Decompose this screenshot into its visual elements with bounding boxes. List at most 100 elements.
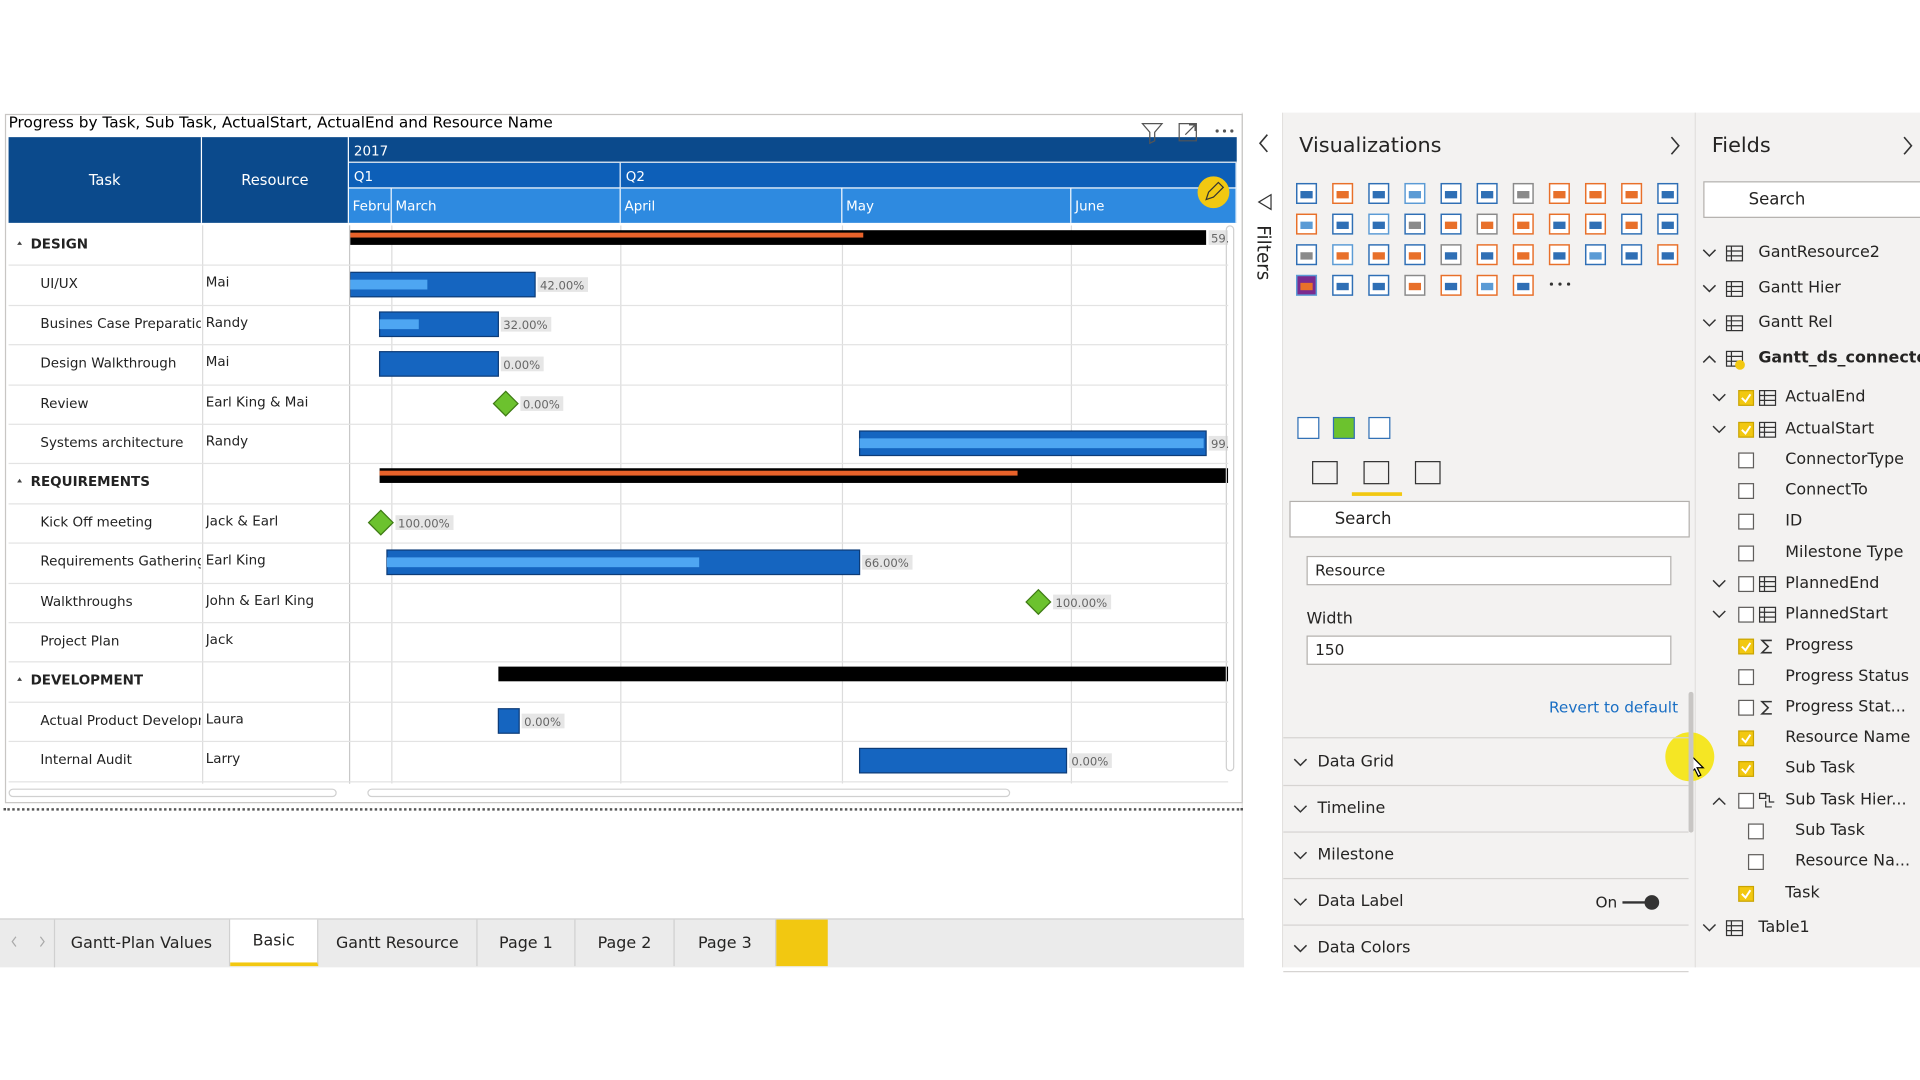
group-task: REQUIREMENTS <box>30 474 150 491</box>
field-name[interactable]: Progress Status <box>1785 667 1910 686</box>
section-header[interactable]: Data Label <box>1317 892 1404 912</box>
field-name[interactable]: Milestone Type <box>1785 543 1904 563</box>
field-name[interactable]: Sub Task Hier... <box>1785 791 1907 810</box>
search-box[interactable] <box>1703 181 1920 218</box>
task-bar <box>497 708 520 734</box>
task-name: Project Plan <box>40 633 120 649</box>
collapse-marker <box>17 241 23 245</box>
field-name[interactable]: ConnectTo <box>1785 481 1868 500</box>
timeline-quarter: Q1 <box>348 162 621 189</box>
revert-link[interactable]: Revert to default <box>1548 697 1679 717</box>
resource-name: Randy <box>205 433 249 450</box>
resource-name: Earl King <box>205 552 266 569</box>
page-tab[interactable]: Gantt Resource <box>318 919 478 967</box>
group-task: DEVELOPMENT <box>30 672 144 689</box>
text-input[interactable] <box>1306 635 1672 665</box>
progress-label: 0.00% <box>523 397 560 411</box>
pane-title: Fields <box>1711 133 1771 158</box>
field-name[interactable]: Gantt_ds_connector <box>1758 348 1920 368</box>
label-bg <box>500 356 544 372</box>
progress-label: 66.00% <box>864 556 908 570</box>
scrollbar <box>1225 225 1235 772</box>
page-tab[interactable]: Page 2 <box>576 919 675 967</box>
label-bg <box>395 515 454 530</box>
scrollbar <box>1688 691 1694 833</box>
scrollbar <box>8 788 337 798</box>
timeline-quarter: Q2 <box>620 162 1237 189</box>
toggle-label: On <box>1595 892 1618 912</box>
row-divider <box>8 622 1229 624</box>
task-bar <box>858 747 1068 774</box>
page-tab[interactable]: Page 1 <box>478 919 576 967</box>
visual-title: Progress by Task, Sub Task, ActualStart,… <box>8 112 553 132</box>
tab-bar <box>0 918 1245 968</box>
text-input[interactable] <box>1306 555 1672 586</box>
task-name: Walkthroughs <box>40 593 133 610</box>
search-placeholder: Search <box>1334 509 1392 529</box>
field-name[interactable]: PlannedEnd <box>1785 574 1880 593</box>
label-bg <box>862 554 913 570</box>
section-header[interactable]: Milestone <box>1317 846 1395 865</box>
add-page[interactable] <box>776 919 828 967</box>
label-bg <box>1208 230 1229 245</box>
field-name[interactable]: GantResource2 <box>1758 243 1880 263</box>
row-divider <box>8 423 1229 425</box>
group-task: DESIGN <box>30 236 89 253</box>
field-name[interactable]: Progress <box>1785 636 1854 656</box>
column-header: Task <box>8 137 203 223</box>
section-divider <box>1283 831 1689 833</box>
label-bg <box>500 316 552 332</box>
search-placeholder: Search <box>1748 189 1806 210</box>
task-progress <box>386 557 700 568</box>
resource-name: Laura <box>205 711 244 728</box>
page-tab[interactable]: Gantt-Plan Values <box>54 919 231 967</box>
field-name[interactable]: Gantt Rel <box>1758 313 1833 332</box>
field-name[interactable]: Sub Task <box>1785 759 1856 778</box>
timeline-month: March <box>391 188 621 223</box>
timeline-month: Febru <box>348 188 392 223</box>
task-name: Review <box>40 395 89 411</box>
task-name: UI/UX <box>40 275 78 292</box>
page-tab[interactable]: Basic <box>230 919 319 967</box>
row-divider <box>8 542 1229 544</box>
section-header[interactable]: Data Grid <box>1317 753 1395 772</box>
milestone <box>492 390 519 417</box>
field-name[interactable]: PlannedStart <box>1785 604 1889 624</box>
row-divider <box>8 741 1229 743</box>
filters-label: Filters <box>1252 225 1275 281</box>
milestone <box>367 509 394 536</box>
field-name[interactable]: Resource Na... <box>1795 852 1911 871</box>
field-name[interactable]: Progress Stat... <box>1785 697 1906 717</box>
progress-label: 100.00% <box>398 517 450 531</box>
page-tab[interactable]: Page 3 <box>675 919 777 967</box>
field-name[interactable]: Task <box>1785 884 1820 903</box>
row-divider <box>8 582 1229 584</box>
section-divider <box>1283 784 1689 787</box>
visualizations-pane <box>1283 112 1696 968</box>
progress-label: 42.00% <box>540 278 584 292</box>
row-divider <box>8 661 1229 663</box>
field-name[interactable]: Table1 <box>1758 918 1810 937</box>
label-bg <box>537 277 589 292</box>
search-box[interactable] <box>1289 500 1690 538</box>
field-name[interactable]: Gantt Hier <box>1758 279 1841 298</box>
progress-label: 59.00% <box>1211 231 1228 245</box>
field-name[interactable]: ActualStart <box>1785 420 1875 439</box>
progress-label: 100.00% <box>1056 596 1108 610</box>
field-name[interactable]: ActualEnd <box>1785 388 1866 407</box>
field-name[interactable]: ID <box>1785 511 1803 531</box>
field-name[interactable]: Sub Task <box>1795 821 1865 841</box>
collapse-marker <box>17 479 23 483</box>
grid-divider <box>348 225 351 784</box>
task-name: Design Walkthrough <box>40 355 177 372</box>
row-divider <box>8 701 1229 703</box>
section-header[interactable]: Data Colors <box>1317 939 1411 958</box>
summary-progress <box>379 470 1018 476</box>
label-bg <box>521 713 565 729</box>
task-progress <box>379 319 419 330</box>
field-name[interactable]: Resource Name <box>1785 728 1911 747</box>
section-header[interactable]: Timeline <box>1317 799 1386 818</box>
visual-frame <box>4 113 1243 804</box>
field-name[interactable]: ConnectorType <box>1785 450 1904 469</box>
progress-label: 0.00% <box>503 358 540 372</box>
